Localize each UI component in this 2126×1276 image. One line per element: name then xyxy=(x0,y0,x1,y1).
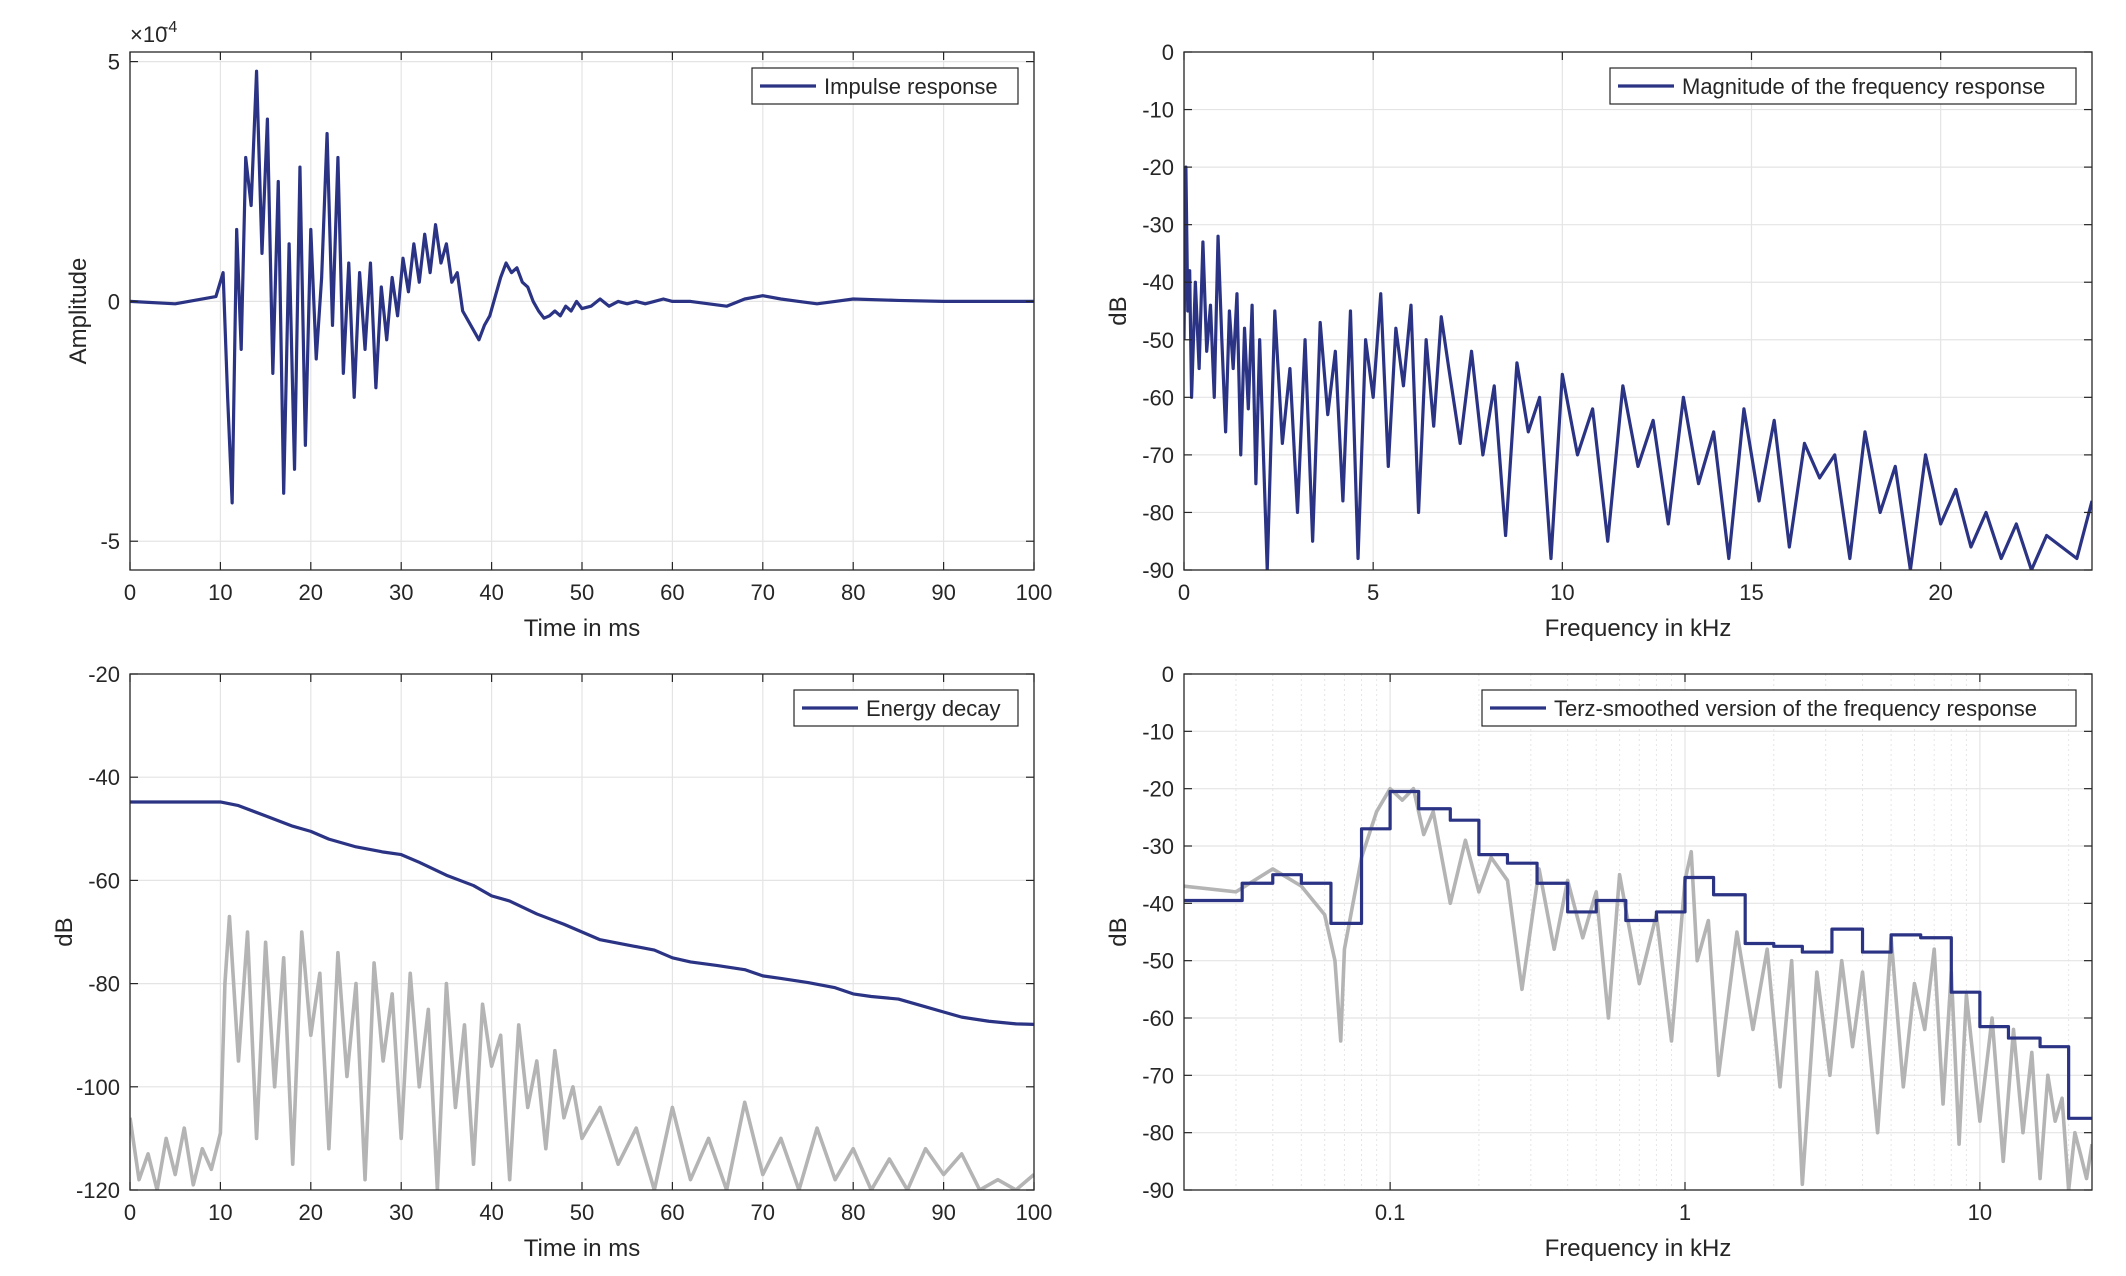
y-tick-label: -90 xyxy=(1142,1178,1174,1203)
y-tick-label: -60 xyxy=(88,868,120,893)
y-tick-label: -70 xyxy=(1142,443,1174,468)
legend-label: Impulse response xyxy=(824,74,998,99)
legend: Impulse response xyxy=(751,67,1019,105)
y-tick-label: -60 xyxy=(1142,385,1174,410)
x-tick-label: 0.1 xyxy=(1375,1200,1406,1225)
series-group xyxy=(1184,786,2092,1190)
x-tick-label: 50 xyxy=(570,580,594,605)
y-exponent-label: ×10 xyxy=(130,22,167,47)
y-tick-label: -80 xyxy=(1142,500,1174,525)
x-axis-label: Time in ms xyxy=(524,615,640,642)
x-tick-label: 40 xyxy=(479,1200,503,1225)
series-line-raw xyxy=(130,914,1034,1190)
y-tick-label: -40 xyxy=(88,765,120,790)
x-tick-label: 100 xyxy=(1016,580,1053,605)
impulse-response-panel: 0 10 20 30 40 50 60 70 80 90 100 -5 0 5 Time in ms Ampl… xyxy=(65,19,1052,642)
x-tick-label: 10 xyxy=(208,1200,232,1225)
x-tick-label: 90 xyxy=(931,580,955,605)
x-tick-label: 10 xyxy=(1550,580,1574,605)
legend: Magnitude of the frequency response xyxy=(1609,67,2077,105)
x-tick-label: 10 xyxy=(208,580,232,605)
series-line-main xyxy=(1184,789,2092,1120)
y-tick-label: -50 xyxy=(1142,328,1174,353)
series-group xyxy=(1184,165,2092,570)
axes-box xyxy=(1183,673,2093,1191)
y-tick-label: -50 xyxy=(1142,949,1174,974)
y-tick-label: -80 xyxy=(1142,1121,1174,1146)
y-tick-label: -30 xyxy=(1142,213,1174,238)
y-axis-label: Amplitude xyxy=(65,258,92,365)
x-tick-label: 50 xyxy=(570,1200,594,1225)
x-tick-label: 100 xyxy=(1016,1200,1053,1225)
frequency-magnitude-panel: 0 5 10 15 20 0 -10 -20 -30 -40 -50 -60 -70 -80 -90 Freq… xyxy=(1105,40,2093,642)
series-group xyxy=(130,69,1034,505)
x-tick-label: 70 xyxy=(751,580,775,605)
x-tick-label: 20 xyxy=(1928,580,1952,605)
y-tick-label: -40 xyxy=(1142,270,1174,295)
x-tick-label: 5 xyxy=(1367,580,1379,605)
legend-box xyxy=(1609,67,2077,105)
y-exponent-power: -4 xyxy=(163,19,177,36)
series-line-main xyxy=(130,800,1034,1026)
y-tick-label: -20 xyxy=(88,662,120,687)
x-tick-label: 90 xyxy=(931,1200,955,1225)
y-tick-label: -120 xyxy=(76,1178,120,1203)
x-tick-label: 20 xyxy=(299,1200,323,1225)
x-tick-label: 80 xyxy=(841,580,865,605)
axes-box xyxy=(1183,51,2093,571)
y-tick-label: -10 xyxy=(1142,98,1174,123)
y-tick-label: -80 xyxy=(88,972,120,997)
y-tick-label: -60 xyxy=(1142,1006,1174,1031)
y-tick-label: -90 xyxy=(1142,558,1174,583)
x-tick-label: 80 xyxy=(841,1200,865,1225)
y-axis-label: dB xyxy=(1105,296,1132,325)
x-tick-label: 20 xyxy=(299,580,323,605)
x-axis-label: Frequency in kHz xyxy=(1545,1235,1732,1262)
x-tick-label: 15 xyxy=(1739,580,1763,605)
y-tick-label: 0 xyxy=(1162,40,1174,65)
legend: Terz-smoothed version of the frequency r… xyxy=(1481,689,2077,727)
plot-area xyxy=(1184,674,2092,1190)
x-axis-label: Frequency in kHz xyxy=(1545,615,1732,642)
y-tick-label: -40 xyxy=(1142,891,1174,916)
x-tick-label: 30 xyxy=(389,580,413,605)
series-line-main xyxy=(1184,165,2092,570)
y-tick-label: 0 xyxy=(1162,662,1174,687)
legend-label: Energy decay xyxy=(866,696,1001,721)
x-tick-label: 0 xyxy=(1178,580,1190,605)
y-tick-label: -20 xyxy=(1142,155,1174,180)
y-tick-label: 5 xyxy=(108,50,120,75)
series-line-main xyxy=(130,69,1034,505)
y-tick-label: -70 xyxy=(1142,1063,1174,1088)
legend-label: Terz-smoothed version of the frequency r… xyxy=(1554,696,2037,721)
x-tick-label: 70 xyxy=(751,1200,775,1225)
x-tick-label: 30 xyxy=(389,1200,413,1225)
x-tick-label: 60 xyxy=(660,580,684,605)
terz-smoothed-panel: 0.1 1 10 0 -10 -20 -30 -40 -50 -60 -70 -80 -90 Freque… xyxy=(1105,662,2093,1262)
y-axis-label: dB xyxy=(1105,917,1132,946)
series-group xyxy=(130,800,1034,1190)
y-tick-label: 0 xyxy=(108,289,120,314)
y-axis-label: dB xyxy=(51,917,78,946)
legend-box xyxy=(793,689,1019,727)
energy-decay-panel: 0 10 20 30 40 50 60 70 80 90 100 -20 -40 -60 -80 -100 -1… xyxy=(51,662,1052,1262)
x-tick-label: 1 xyxy=(1679,1200,1691,1225)
legend-label: Magnitude of the frequency response xyxy=(1682,74,2045,99)
x-axis-label: Time in ms xyxy=(524,1235,640,1262)
y-tick-label: -20 xyxy=(1142,777,1174,802)
y-tick-label: -5 xyxy=(100,529,120,554)
x-tick-label: 60 xyxy=(660,1200,684,1225)
x-tick-label: 0 xyxy=(124,1200,136,1225)
legend-box xyxy=(1481,689,2077,727)
x-tick-label: 10 xyxy=(1968,1200,1992,1225)
x-tick-label: 40 xyxy=(479,580,503,605)
y-tick-label: -30 xyxy=(1142,834,1174,859)
x-tick-label: 0 xyxy=(124,580,136,605)
y-tick-label: -10 xyxy=(1142,719,1174,744)
legend: Energy decay xyxy=(793,689,1019,727)
y-tick-label: -100 xyxy=(76,1075,120,1100)
